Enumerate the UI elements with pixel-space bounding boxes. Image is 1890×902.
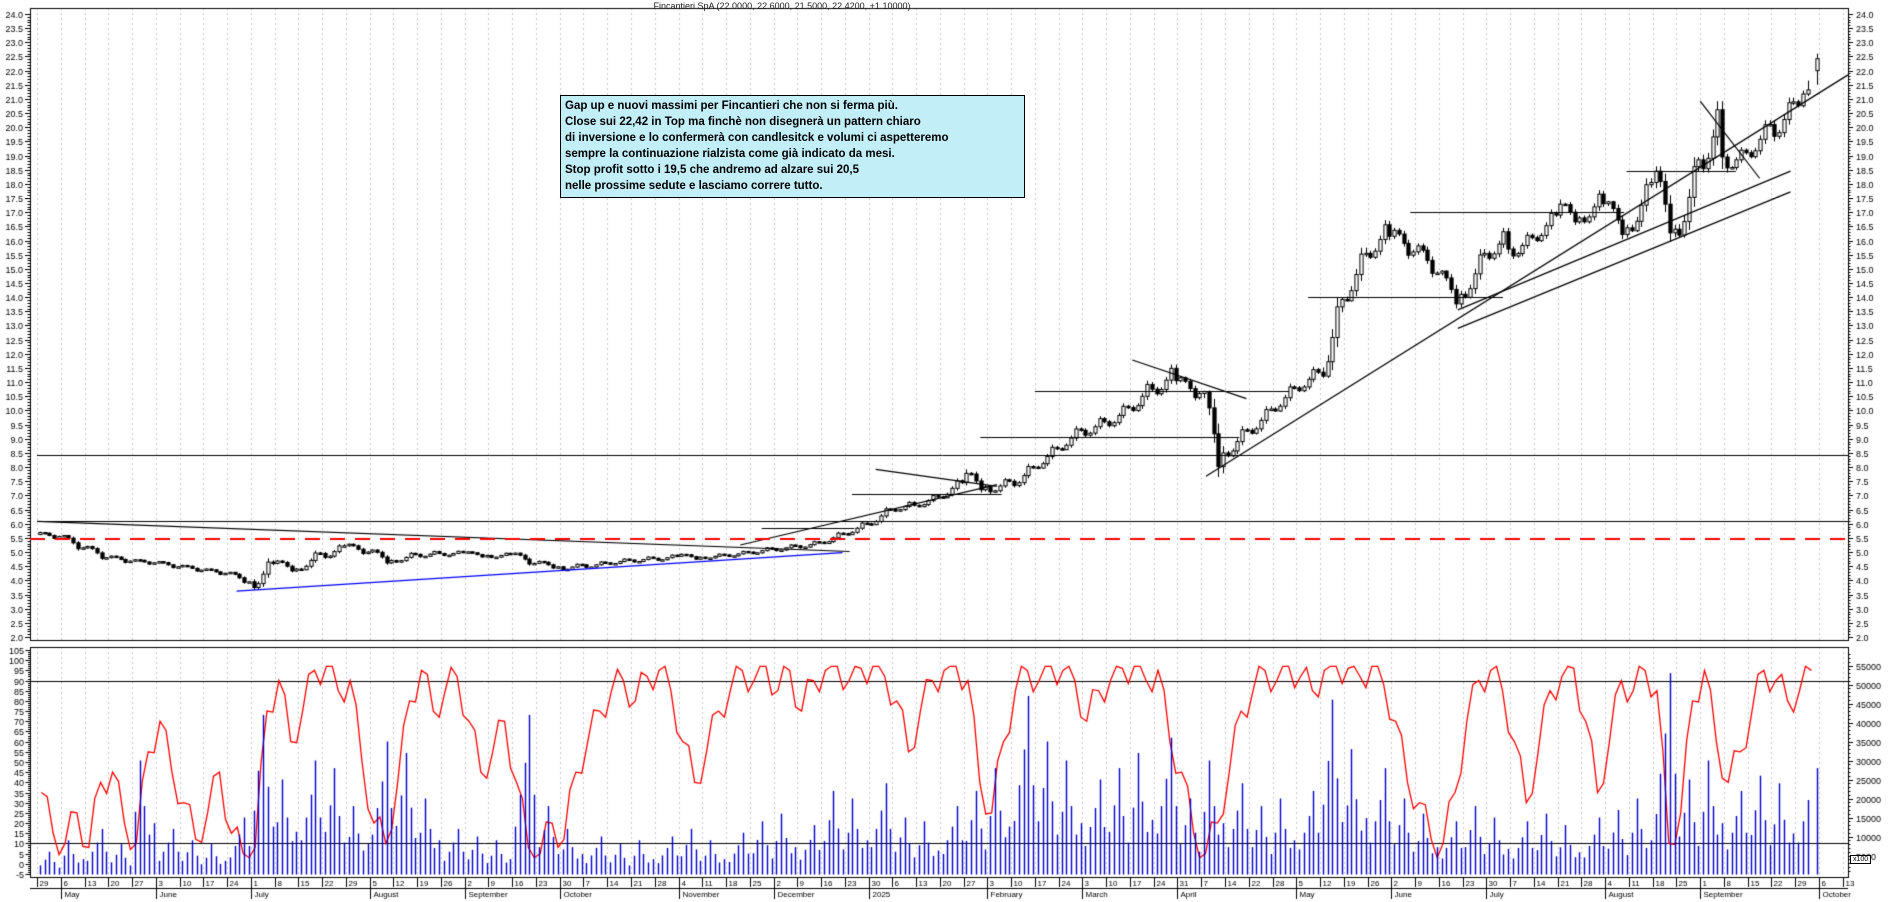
annotation-line: Close sui 22,42 in Top ma finchè non dis…	[565, 116, 921, 128]
chart-title: Fincantieri SpA (22.0000, 22.6000, 21.50…	[653, 1, 911, 11]
analysis-annotation-box[interactable]: Gap up e nuovi massimi per Fincantieri c…	[560, 95, 1025, 198]
annotation-line: di inversione e lo confermerà con candle…	[565, 132, 949, 144]
annotation-line: nelle prossime sedute e lasciamo correre…	[565, 180, 823, 192]
annotation-line: Stop profit sotto i 19,5 che andremo ad …	[565, 164, 859, 176]
volume-unit-label: x100	[1850, 855, 1872, 864]
annotation-line: sempre la continuazione rialzista come g…	[565, 148, 895, 160]
annotation-line: Gap up e nuovi massimi per Fincantieri c…	[565, 100, 898, 112]
